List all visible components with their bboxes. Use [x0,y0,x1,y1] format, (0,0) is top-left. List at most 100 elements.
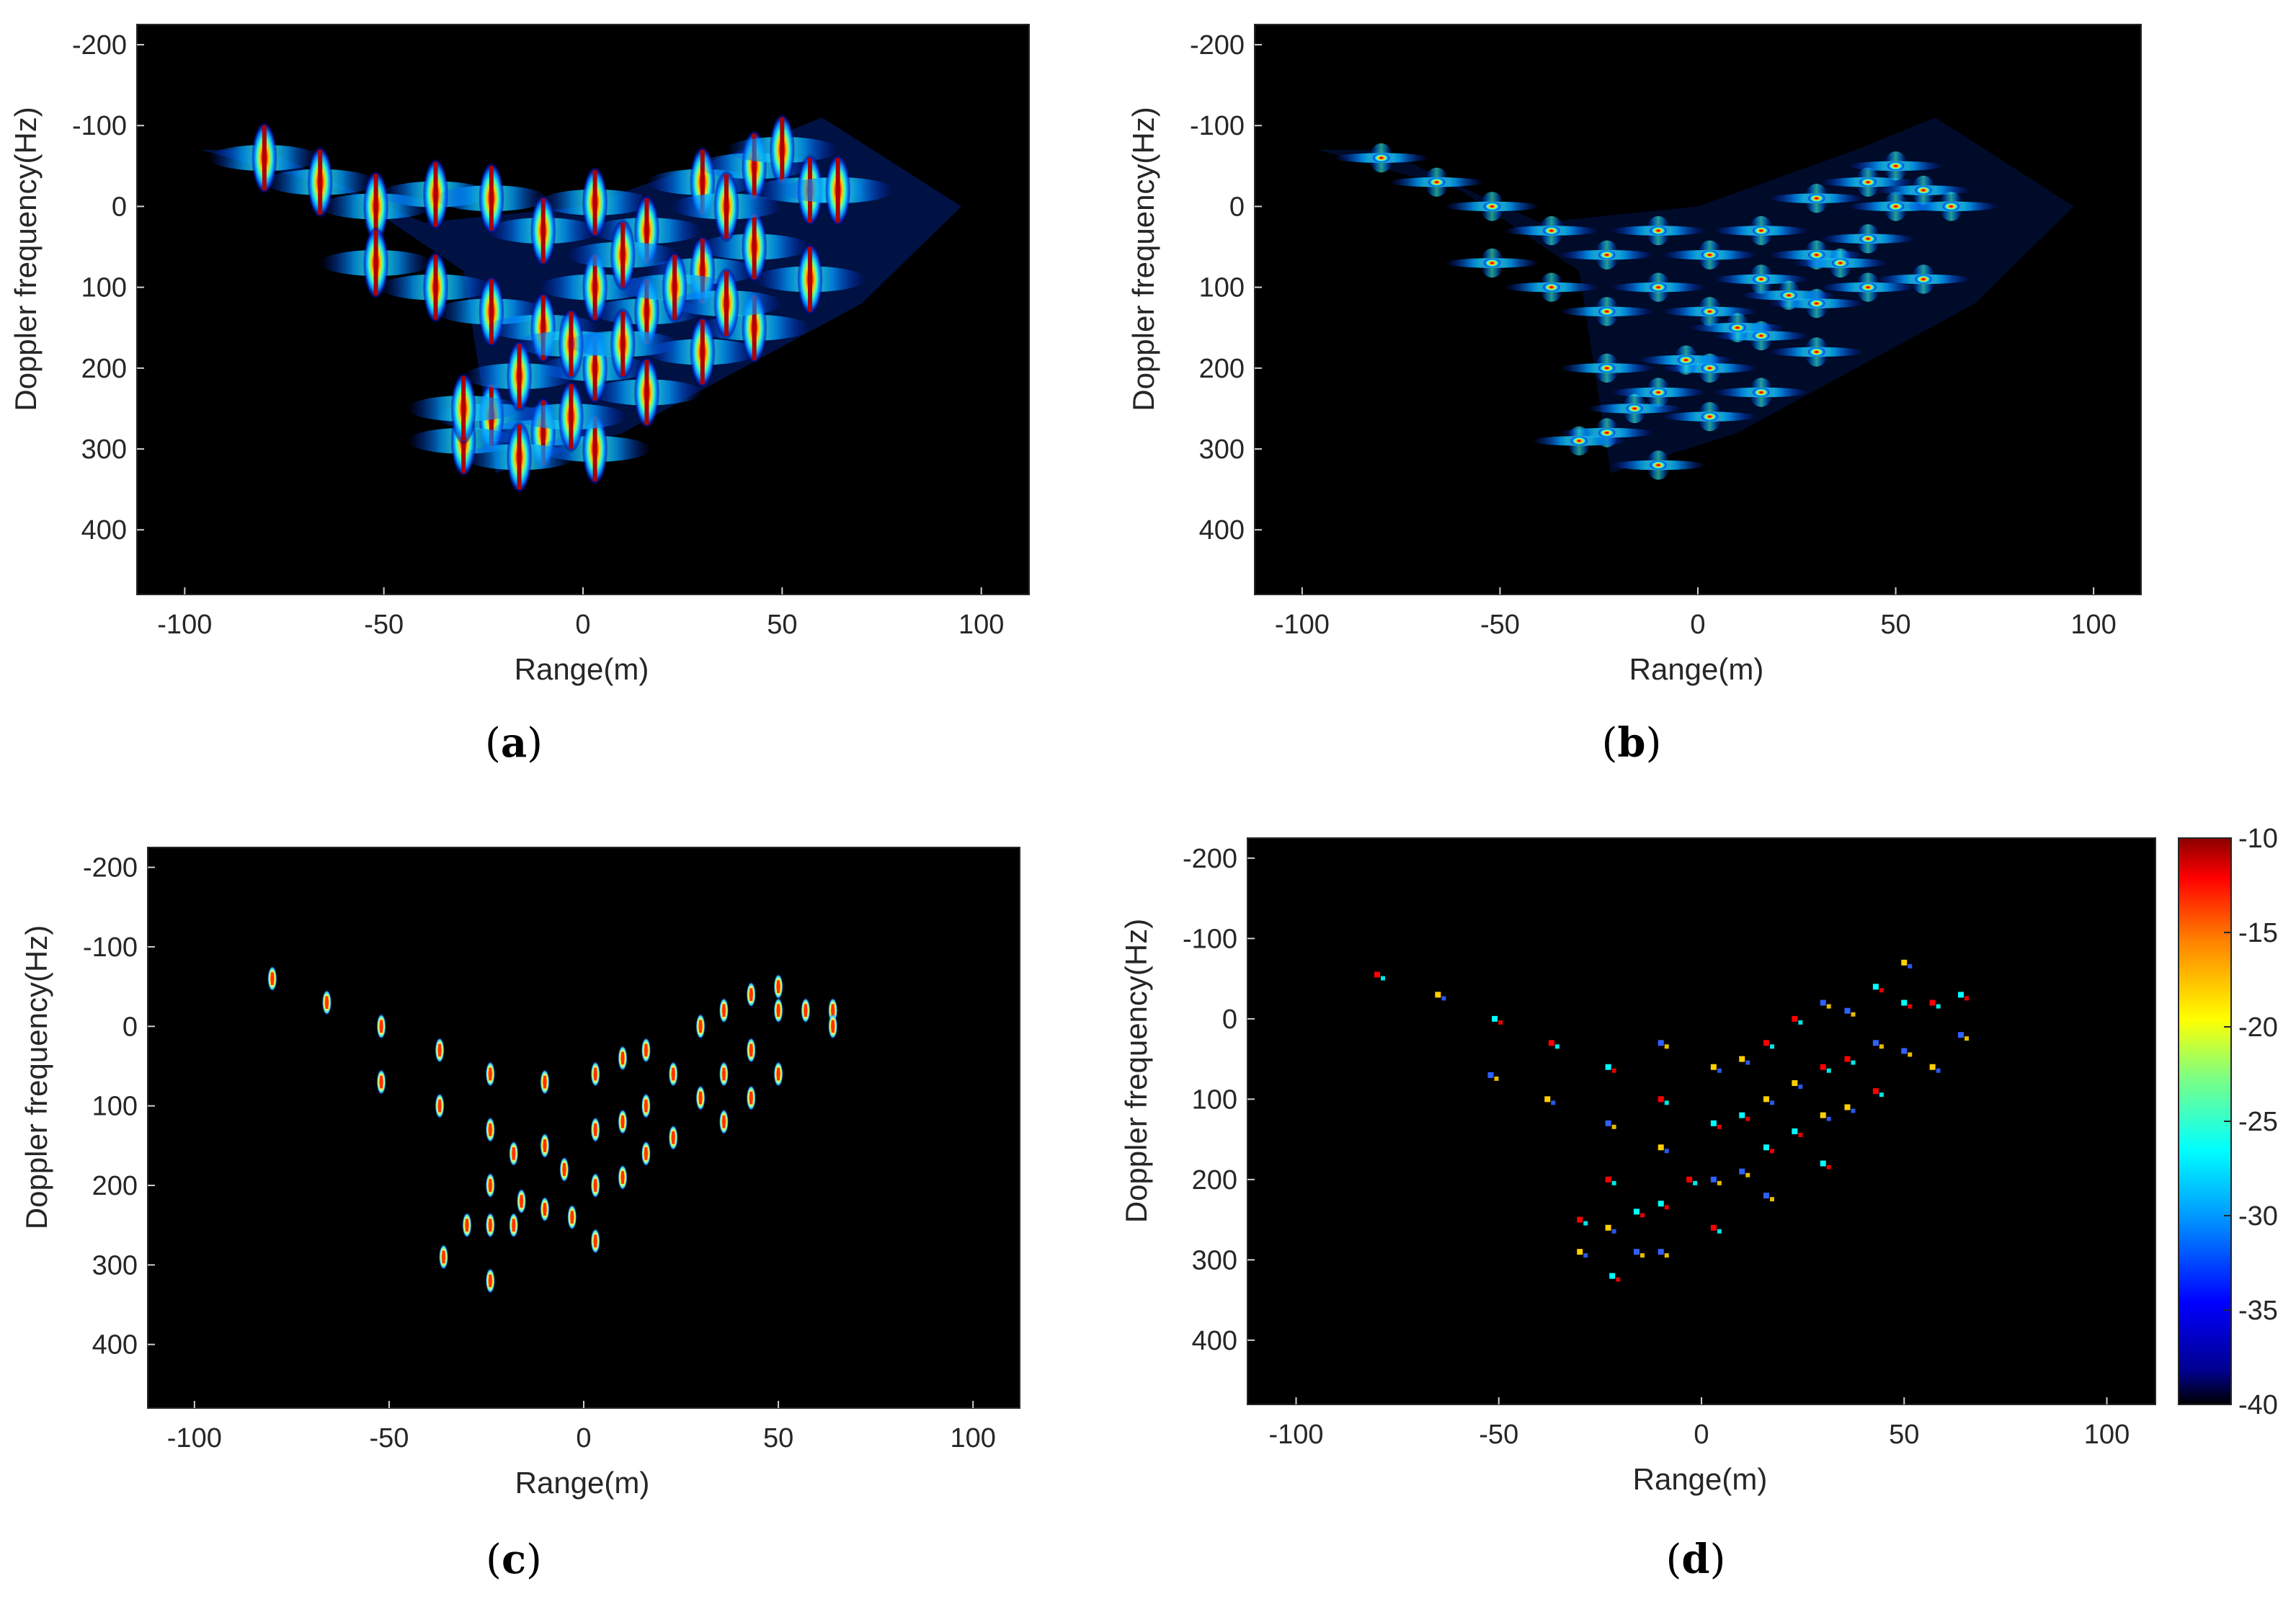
y-tick-label: 300 [81,435,127,465]
scatterer-d-19 [1710,1176,1722,1185]
scatterer-d-7 [1605,1120,1616,1129]
scatterer-d-36 [1844,1056,1856,1065]
y-tick-label: 400 [92,1330,138,1361]
scatterer-a-36 [566,307,679,380]
y-tick-label: 400 [1199,515,1245,546]
x-tick-label: -100 [157,610,212,640]
y-tick-label: 200 [1192,1165,1237,1195]
scatterer-c-21 [618,1045,628,1072]
colorbar: -10 -15 -20 -25 -30 -35 -40 [2178,824,2278,1420]
y-tick-label: -200 [83,853,138,883]
x-tick-label: 100 [2084,1420,2130,1450]
scatterer-d-48 [1577,1216,1588,1226]
scatterer-c-4 [435,1037,445,1064]
scatterer-b-21 [1713,378,1809,407]
scatterer-b-22 [1768,184,1864,213]
y-tick-label: -200 [1183,844,1237,874]
scatterer-d-10 [1609,1273,1621,1282]
scatterer-b-3 [1444,248,1540,278]
scatterer-d-12 [1658,1096,1669,1105]
colorbar-tick-label: -20 [2238,1012,2278,1043]
scatterer-d-42 [1901,999,1913,1009]
scatterer-b-37 [1690,313,1785,342]
scatterer-c-36 [746,1085,756,1111]
scatterer-b-10 [1611,215,1706,246]
scatterer-a-6 [435,161,548,235]
scatterer-a-35 [566,218,679,292]
scatterer-d-21 [1739,1056,1750,1065]
y-tick-label: -200 [72,30,127,61]
scatterer-c-28 [668,1125,678,1151]
scatterer-d-5 [1544,1096,1556,1105]
scatterer-c-17 [590,1061,600,1087]
scatterer-d-23 [1739,1168,1750,1177]
scatterer-c-32 [718,1061,729,1087]
y-tick-label: 100 [1199,273,1245,303]
caption-b: (b) [1602,719,1662,767]
caption-d: (d) [1666,1536,1726,1583]
scatterer-b-29 [1848,151,1944,181]
scatterer-b-5 [1503,272,1599,302]
scatterer-c-8 [485,1172,495,1198]
scatterer-a-27 [754,242,866,316]
scatterer-a-5 [380,251,491,324]
scatterer-d-40 [1872,1088,1884,1097]
scatterer-d-49 [1577,1249,1588,1258]
y-tick-label: -100 [83,932,138,963]
y-tick-label: 0 [123,1012,138,1042]
y-axis-label: Doppler frequency(Hz) [1119,919,1153,1224]
scatterer-c-20 [590,1228,600,1254]
scatterer-a-38 [670,169,783,243]
scatterer-a-28 [782,153,894,227]
scatterer-d-32 [1820,1064,1831,1073]
scatterer-b-17 [1662,401,1758,432]
scatterer-b-25 [1768,337,1864,367]
scatterer-b-31 [1876,175,1971,205]
panel-b: -100 -50 0 50 100 -200 -100 0 100 200 300 400 Range(… [1126,24,2142,686]
scatterer-c-35 [746,1037,756,1064]
scatterer-c-12 [509,1212,519,1238]
scatterer-b-35 [1587,393,1683,424]
scatterer-b-18 [1713,215,1809,246]
scatterer-c-18 [590,1117,600,1143]
scatterer-d-47 [1958,1032,1969,1041]
scatterer-c-14 [540,1133,550,1159]
scatterer-d-26 [1763,1144,1774,1154]
scatterer-c-42 [828,1013,838,1039]
caption-a: (a) [485,719,543,767]
scatterer-b-7 [1559,297,1655,326]
scatterer-c-15 [540,1196,550,1222]
x-tick-label: 0 [576,1423,591,1453]
scatterer-c-1 [322,989,332,1015]
x-tick-label: -50 [1479,1420,1518,1450]
y-tick-label: 0 [1229,192,1245,222]
scatterer-b-11 [1611,272,1706,302]
x-tick-label: 100 [958,610,1004,640]
x-axis-label: Range(m) [515,652,649,686]
y-tick-label: 200 [92,1171,138,1201]
scatterer-c-13 [540,1069,550,1095]
scatterer-c-7 [485,1117,495,1143]
scatterer-c-40 [801,997,811,1023]
scatterer-b-34 [1531,426,1627,456]
scatterer-b-15 [1662,297,1758,326]
scatterer-c-43 [439,1244,449,1270]
scatterer-d-27 [1763,1193,1774,1202]
panel-c: -100 -50 0 50 100 -200 -100 0 100 200 300 400 Range(… [19,847,1020,1500]
scatterer-c-22 [618,1109,628,1135]
scatterer-c-29 [695,1013,706,1039]
plot-area-c [148,847,1020,1408]
y-axis-label: Doppler frequency(Hz) [1126,107,1160,411]
scatterer-c-34 [746,981,756,1007]
scatterer-d-34 [1820,1160,1831,1170]
scatterer-d-6 [1605,1064,1616,1073]
scatterer-c-38 [773,997,783,1023]
plot-area-a [137,25,1029,595]
scatterer-d-24 [1763,1040,1774,1049]
scatterer-b-28 [1820,272,1916,302]
scatterer-c-26 [641,1141,651,1167]
scatterer-b-27 [1820,224,1916,254]
scatterer-c-11 [509,1141,519,1167]
colorbar-tick-label: -40 [2238,1390,2278,1420]
scatterer-c-39 [773,1061,783,1087]
